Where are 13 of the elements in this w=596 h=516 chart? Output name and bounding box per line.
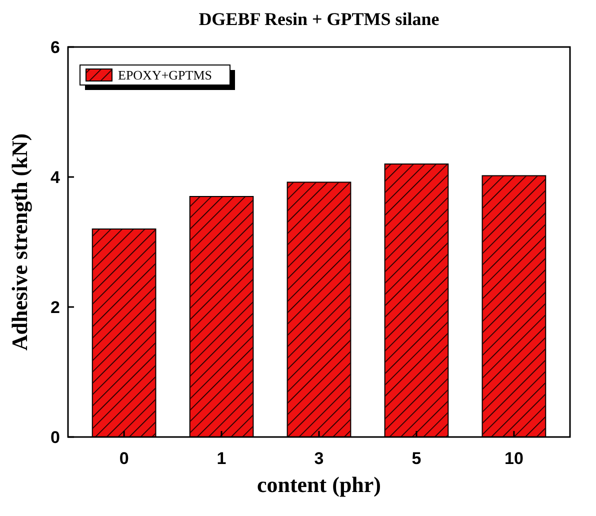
x-axis-title: content (phr) <box>256 472 382 497</box>
legend-label: EPOXY+GPTMS <box>118 68 212 83</box>
y-tick-label: 2 <box>50 298 60 317</box>
y-tick-label: 6 <box>50 38 60 57</box>
y-axis-title: Adhesive strength (kN) <box>7 133 32 351</box>
x-tick-label: 1 <box>216 449 226 468</box>
y-tick-label: 0 <box>50 428 60 447</box>
x-tick-label: 10 <box>504 449 524 468</box>
chart-title: DGEBF Resin + GPTMS silane <box>198 9 440 29</box>
x-tick-label: 5 <box>412 449 422 468</box>
y-tick-label: 4 <box>50 168 61 187</box>
x-tick-label: 0 <box>119 449 129 468</box>
x-tick-label: 3 <box>314 449 324 468</box>
